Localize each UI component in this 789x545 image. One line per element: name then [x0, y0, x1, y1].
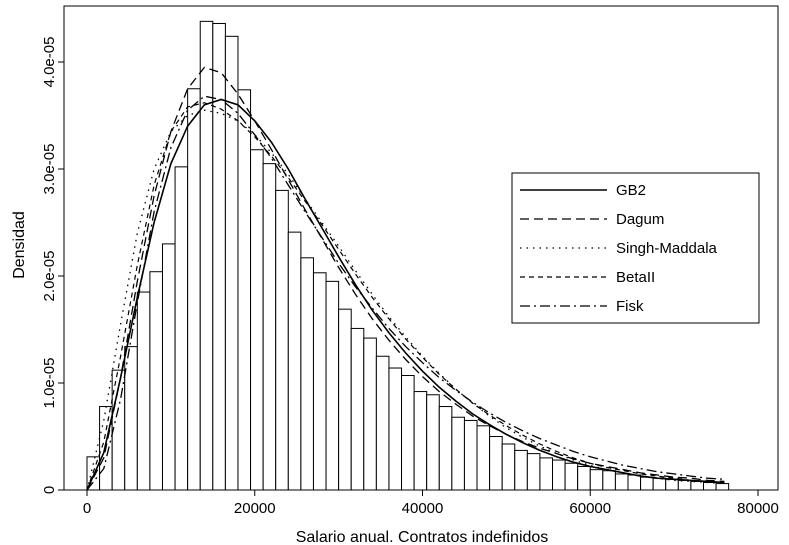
histogram-bar: [275, 189, 289, 491]
axes: 0 20000 40000 60000 80000 0 1.0e-05 2.0e-05 3.0e…: [41, 5, 779, 517]
histogram-bar: [187, 88, 201, 491]
curve-fisk: [86, 95, 725, 491]
legend-label: Dagum: [616, 211, 664, 228]
histogram-bar: [715, 483, 730, 491]
histogram-bar: [426, 394, 440, 491]
histogram-bar: [501, 443, 516, 491]
histogram-bar: [476, 425, 491, 491]
histogram-bar: [174, 166, 189, 491]
histogram-bar: [413, 391, 428, 491]
histogram-bar: [602, 470, 616, 491]
histogram-bar: [489, 436, 503, 491]
histogram-bar: [702, 482, 717, 491]
y-tick-label: 2.0e-05: [41, 251, 58, 302]
histogram-bar: [463, 419, 478, 491]
histogram-bar: [312, 272, 327, 491]
legend-label: Fisk: [616, 298, 644, 315]
histogram-bar: [250, 149, 264, 491]
histogram-bar: [589, 469, 604, 491]
x-tick-label: 40000: [402, 500, 444, 517]
x-tick-label: 80000: [737, 500, 779, 517]
x-axis-title: Salario anual. Contratos indefinidos: [296, 529, 549, 545]
histogram-bar: [614, 473, 629, 491]
histogram-bar: [438, 406, 453, 491]
histogram-bar: [237, 89, 252, 491]
histogram-bar: [539, 457, 554, 491]
histogram-bar: [627, 474, 642, 491]
histogram-bar: [552, 459, 566, 491]
histogram-bar: [388, 367, 403, 491]
y-tick-label: 3.0e-05: [41, 144, 58, 195]
x-tick-label: 60000: [569, 500, 611, 517]
histogram-bar: [300, 257, 314, 491]
histogram-bar: [338, 308, 352, 491]
legend: GB2 Dagum Singh-Maddala BetaII Fisk: [511, 172, 760, 324]
histogram-bar: [325, 280, 340, 491]
histogram-bar: [401, 375, 415, 491]
legend-label: GB2: [616, 182, 646, 199]
y-tick-label: 4.0e-05: [41, 37, 58, 88]
density-curves: [86, 66, 725, 491]
histogram-bar: [350, 327, 365, 491]
histogram-bar: [161, 243, 176, 491]
legend-label: Singh-Maddala: [616, 240, 718, 257]
histogram-bar: [149, 271, 163, 491]
histogram-bar: [451, 416, 465, 491]
histogram-bar: [212, 22, 226, 491]
histogram-bar: [640, 476, 654, 491]
histogram-bar: [124, 346, 138, 491]
histogram-bar: [514, 449, 528, 491]
histogram-bar: [375, 355, 390, 491]
histogram-bar: [363, 337, 377, 491]
histogram-bar: [526, 453, 541, 491]
x-tick-label: 20000: [234, 500, 276, 517]
x-tick-label: 0: [83, 500, 91, 517]
histogram-bar: [262, 163, 277, 491]
histogram-bar: [136, 291, 151, 491]
histogram-bar: [199, 20, 214, 491]
y-tick-label: 0: [41, 486, 58, 494]
y-tick-label: 1.0e-05: [41, 358, 58, 409]
curve-gb2: [86, 98, 725, 491]
curve-betaii: [86, 102, 725, 491]
histogram-bar: [564, 462, 579, 491]
y-axis-title: Densidad: [11, 211, 28, 279]
plot-frame: [63, 5, 779, 491]
histogram-bar: [652, 477, 667, 491]
curve-dagum: [86, 66, 725, 491]
histogram-bar: [665, 478, 679, 491]
histogram-bar: [287, 231, 302, 491]
legend-label: BetaII: [616, 269, 655, 286]
histogram-bar: [677, 479, 692, 491]
histogram-bar: [577, 465, 591, 491]
